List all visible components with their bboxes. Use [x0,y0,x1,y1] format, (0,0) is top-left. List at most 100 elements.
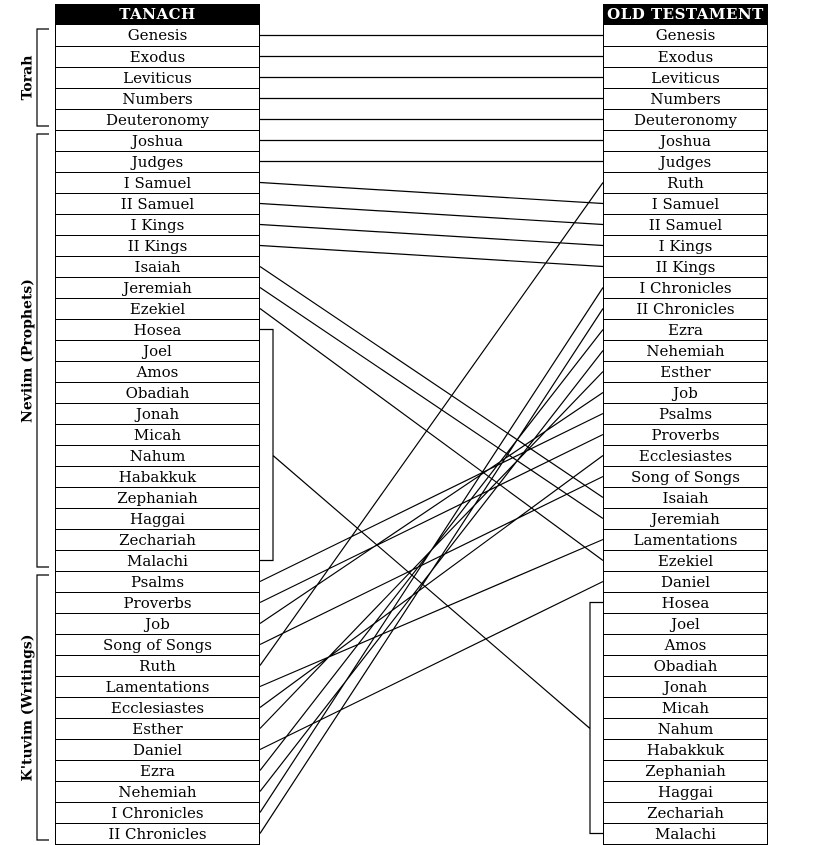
book-mapping-line [259,371,604,729]
old-testament-book-row: Haggai [604,781,767,802]
old-testament-book-row: Joshua [604,130,767,151]
tanach-book-row: Micah [56,424,259,445]
old-testament-book-row: I Kings [604,235,767,256]
old-testament-book-row: Nehemiah [604,340,767,361]
old-testament-book-row: Numbers [604,88,767,109]
tanach-book-row: Obadiah [56,382,259,403]
tanach-book-row: Jeremiah [56,277,259,298]
section-bracket [36,28,49,127]
section-bracket [36,133,49,568]
old-testament-book-row: II Samuel [604,214,767,235]
old-testament-book-row: Hosea [604,592,767,613]
old-testament-book-row: Jeremiah [604,508,767,529]
tanach-book-row: II Chronicles [56,823,259,844]
old-testament-book-row: Ecclesiastes [604,445,767,466]
old-testament-book-row: I Chronicles [604,277,767,298]
tanach-book-row: Judges [56,151,259,172]
tanach-book-row: I Kings [56,214,259,235]
tanach-book-row: Daniel [56,739,259,760]
old-testament-book-row: Habakkuk [604,739,767,760]
old-testament-header: OLD TESTAMENT [603,4,768,25]
tanach-book-row: Ruth [56,655,259,676]
tanach-book-row: Jonah [56,403,259,424]
section-label: K'tuvim (Writings) [19,634,35,781]
tanach-book-row: Numbers [56,88,259,109]
tanach-header: TANACH [55,4,260,25]
old-testament-book-row: Micah [604,697,767,718]
old-testament-book-row: Lamentations [604,529,767,550]
tanach-book-row: Joshua [56,130,259,151]
tanach-book-row: Amos [56,361,259,382]
book-mapping-line [259,287,604,519]
tanach-book-row: Exodus [56,46,259,67]
section-bracket [36,574,49,841]
old-testament-book-row: Obadiah [604,655,767,676]
tanach-book-row: II Kings [56,235,259,256]
tanach-book-row: Song of Songs [56,634,259,655]
minor-prophets-left-bracket [260,328,274,562]
tanach-book-row: II Samuel [56,193,259,214]
tanach-book-row: Haggai [56,508,259,529]
minor-prophets-connector [272,455,591,729]
tanach-book-row: Deuteronomy [56,109,259,130]
book-mapping-line [259,244,604,268]
old-testament-book-row: Exodus [604,46,767,67]
old-testament-book-row: Ezra [604,319,767,340]
old-testament-book-row: Esther [604,361,767,382]
old-testament-book-row: Leviticus [604,67,767,88]
old-testament-book-row: Zephaniah [604,760,767,781]
old-testament-book-row: Daniel [604,571,767,592]
tanach-book-row: Isaiah [56,256,259,277]
tanach-book-row: Zephaniah [56,487,259,508]
tanach-book-row: Zechariah [56,529,259,550]
old-testament-book-row: Job [604,382,767,403]
book-mapping-line [259,329,604,771]
book-mapping-line [259,412,604,583]
old-testament-book-row: Judges [604,151,767,172]
tanach-book-row: Nahum [56,445,259,466]
book-mapping-line [259,181,604,205]
book-mapping-line [259,287,604,813]
tanach-book-row: Ecclesiastes [56,697,259,718]
old-testament-book-row: Genesis [655,26,716,44]
book-mapping-line [259,308,604,561]
tanach-book-row: I Samuel [56,172,259,193]
book-mapping-line [259,350,604,792]
old-testament-book-row: Psalms [604,403,767,424]
old-testament-book-row: Malachi [604,823,767,844]
minor-prophets-right-bracket [589,601,603,835]
book-mapping-line [259,223,604,247]
old-testament-book-row: Zechariah [604,802,767,823]
old-testament-book-row: Jonah [604,676,767,697]
tanach-book-list: Genesis Exodus Leviticus Numbers Deuteronomy… [55,25,260,845]
tanach-book-row: I Chronicles [56,802,259,823]
old-testament-book-row: Ezekiel [604,550,767,571]
old-testament-book-list: Genesis Exodus Leviticus Numbers Deuteronomy… [603,25,768,845]
book-mapping-line [259,433,604,604]
book-mapping-line [259,266,604,498]
tanach-book-row: Esther [56,718,259,739]
tanach-book-row: Genesis [127,26,188,44]
old-testament-book-row: Nahum [604,718,767,739]
tanach-book-row: Job [56,613,259,634]
book-mapping-line [259,182,604,666]
book-mapping-line [259,475,604,646]
tanach-book-row: Hosea [56,319,259,340]
tanach-book-row: Joel [56,340,259,361]
old-testament-book-row: Isaiah [604,487,767,508]
old-testament-book-row: II Kings [604,256,767,277]
tanach-book-row: Psalms [56,571,259,592]
old-testament-book-row: Amos [604,634,767,655]
book-mapping-line [259,455,604,708]
tanach-book-row: Habakkuk [56,466,259,487]
book-mapping-line [259,308,604,834]
old-testament-book-row: II Chronicles [604,298,767,319]
tanach-column: TANACH Genesis Exodus Leviticus Numbers Deut… [55,4,260,845]
old-testament-book-row: Ruth [604,172,767,193]
tanach-book-row: Malachi [56,550,259,571]
tanach-book-row: Proverbs [56,592,259,613]
old-testament-book-row: Proverbs [604,424,767,445]
old-testament-book-row: Deuteronomy [604,109,767,130]
old-testament-column: OLD TESTAMENT Genesis Exodus Leviticus Numb… [603,4,768,845]
